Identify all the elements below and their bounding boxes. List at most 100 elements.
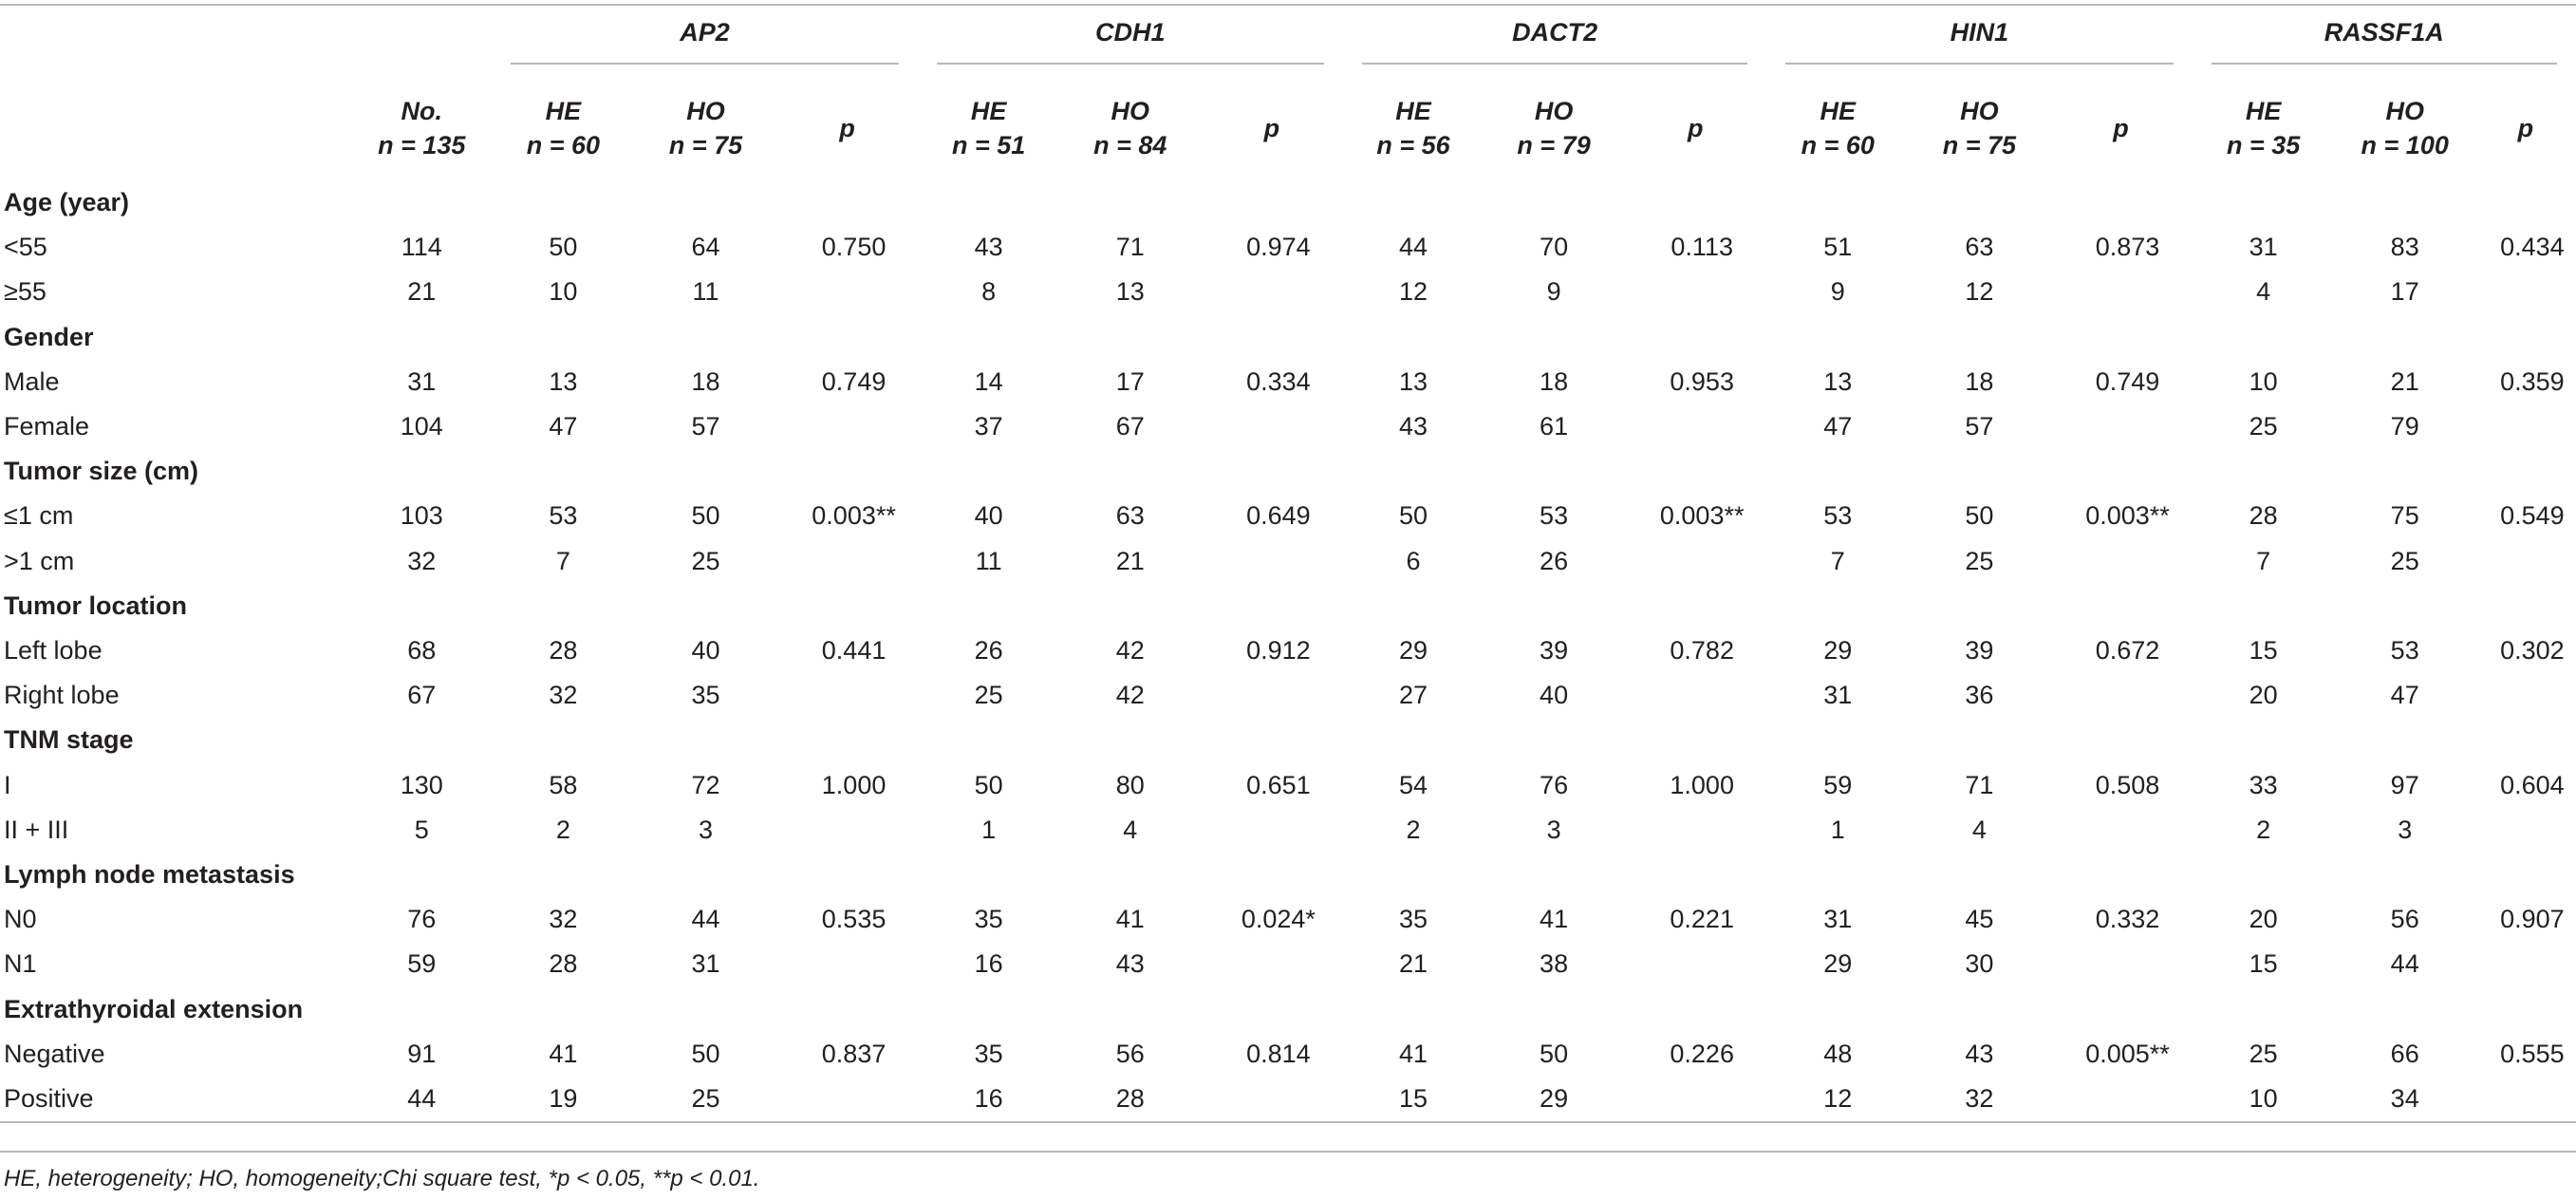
gene-header: AP2	[492, 4, 918, 76]
count-cell: 2	[555, 815, 570, 844]
count-cell: 39	[1540, 635, 1569, 665]
p-value-cell: 0.649	[1246, 501, 1311, 531]
count-cell: 50	[691, 1039, 720, 1068]
count-cell: 4	[1971, 815, 1987, 844]
count-cell: 25	[691, 546, 720, 575]
p-value-cell: 0.508	[2095, 770, 2160, 799]
count-cell: 43	[1115, 949, 1145, 979]
count-cell: 42	[1115, 681, 1145, 710]
p-value-cell: 0.953	[1670, 366, 1734, 396]
p-value-cell: 1.000	[821, 770, 887, 799]
count-cell: 38	[1540, 949, 1569, 979]
p-value-cell: 0.003**	[812, 501, 896, 531]
count-cell: 44	[2390, 949, 2419, 979]
he-subheader: HE n = 56	[1376, 97, 1450, 159]
total-count-cell: 104	[400, 412, 443, 441]
p-value-cell: 0.221	[1670, 905, 1734, 934]
count-cell: 35	[974, 1039, 1003, 1068]
table-footnote: HE, heterogeneity; HO, homogeneity;Chi s…	[4, 1166, 760, 1191]
subheader-row: No. n = 135 HE n = 60 HO n = 75 p HE n = 51 HO n…	[0, 76, 2576, 180]
p-value-cell: 0.113	[1671, 233, 1733, 262]
count-cell: 40	[691, 635, 720, 665]
p-value-cell	[1201, 538, 1343, 583]
count-cell: 16	[917, 1076, 1060, 1124]
p-value-cell	[2475, 808, 2576, 853]
count-cell: 48	[1823, 1039, 1853, 1068]
count-cell: 71	[1115, 233, 1145, 262]
row-label: Right lobe	[4, 681, 120, 710]
section-header-row: Age (year)	[0, 180, 2576, 225]
count-cell: 44	[1398, 233, 1428, 262]
p-value-cell: 0.024*	[1241, 905, 1316, 934]
p-value-cell: 0.434	[2500, 233, 2565, 262]
section-title: Lymph node metastasis	[4, 859, 295, 889]
count-cell: 50	[691, 501, 720, 531]
ho-subheader: HO n = 79	[1517, 97, 1591, 159]
section-header-row: Extrathyroidal extension	[0, 987, 2576, 1032]
table-row: Left lobe 68 28 40 0.441 26 42 0.912 29 39 0.782 29…	[0, 628, 2576, 673]
count-cell: 41	[1540, 905, 1569, 934]
p-value-cell: 0.359	[2500, 366, 2565, 396]
count-cell: 97	[2390, 770, 2419, 799]
section-header-row: Tumor size (cm)	[0, 449, 2576, 494]
count-cell: 12	[1398, 277, 1428, 307]
p-value-cell: 0.003**	[1659, 501, 1745, 531]
count-cell: 25	[2249, 1039, 2278, 1068]
count-cell: 57	[691, 412, 720, 441]
he-subheader: HE n = 60	[526, 97, 601, 159]
count-cell: 9	[1830, 277, 1845, 307]
count-cell: 53	[2390, 635, 2419, 665]
clinicopathological-table: AP2 CDH1 DACT2 HIN1 RASSF1A No. n = 135 …	[0, 4, 2576, 1124]
p-value-cell: 0.907	[2500, 905, 2565, 934]
count-cell: 64	[691, 233, 720, 262]
p-value-cell: 0.604	[2500, 770, 2565, 799]
row-label: <55	[4, 233, 47, 262]
count-cell: 26	[1540, 546, 1569, 575]
count-cell: 31	[1823, 905, 1853, 934]
count-cell: 35	[1398, 905, 1428, 934]
p-value-cell	[2475, 538, 2576, 583]
section-title: Gender	[4, 322, 94, 351]
count-cell: 43	[974, 233, 1003, 262]
total-count-cell: 68	[407, 635, 437, 665]
section-title: TNM stage	[4, 725, 134, 755]
count-cell: 43	[1965, 1039, 1994, 1068]
p-value-cell	[2475, 673, 2576, 718]
section-header-row: Gender	[0, 315, 2576, 360]
row-label: Female	[4, 412, 90, 441]
p-value-cell	[1624, 270, 1766, 314]
p-value-cell	[777, 270, 918, 314]
p-value-cell	[1624, 808, 1766, 853]
count-cell: 18	[691, 366, 720, 396]
table-row: Female 104 47 57 37 67 43 61 47 57 25 79	[0, 404, 2576, 449]
count-cell: 50	[1398, 501, 1428, 531]
count-cell: 53	[1823, 501, 1853, 531]
p-value-cell: 1.000	[1670, 770, 1734, 799]
row-label: ≤1 cm	[4, 501, 74, 531]
p-value-cell	[2474, 1076, 2576, 1124]
table-row: ≥55 21 10 11 8 13 12 9 9 12 4 17	[0, 270, 2576, 314]
p-value-cell	[1201, 942, 1343, 986]
p-value-cell: 0.226	[1670, 1039, 1734, 1068]
count-cell: 2	[2256, 815, 2271, 844]
count-cell: 53	[1540, 501, 1569, 531]
p-value-cell	[777, 808, 918, 853]
count-cell: 29	[1823, 949, 1853, 979]
he-subheader: HE n = 60	[1801, 97, 1875, 159]
p-value-cell: 0.782	[1670, 635, 1734, 665]
count-cell: 56	[1115, 1039, 1145, 1068]
count-cell: 42	[1115, 635, 1145, 665]
table-row: Male 31 13 18 0.749 14 17 0.334 13 18 0.953 13 18 0.7…	[0, 360, 2576, 404]
count-cell: 29	[1823, 635, 1853, 665]
total-count-cell: 91	[407, 1039, 437, 1068]
row-label: Positive	[0, 1076, 352, 1124]
count-cell: 30	[1965, 949, 1994, 979]
count-cell: 13	[549, 366, 578, 396]
footer-divider	[0, 1151, 2576, 1153]
p-value-cell: 0.441	[821, 635, 887, 665]
p-value-cell: 0.912	[1246, 635, 1311, 665]
p-value-cell	[2475, 404, 2576, 449]
gene-header: RASSF1A	[2192, 4, 2576, 76]
count-cell: 59	[1823, 770, 1853, 799]
count-cell: 13	[1115, 277, 1145, 307]
